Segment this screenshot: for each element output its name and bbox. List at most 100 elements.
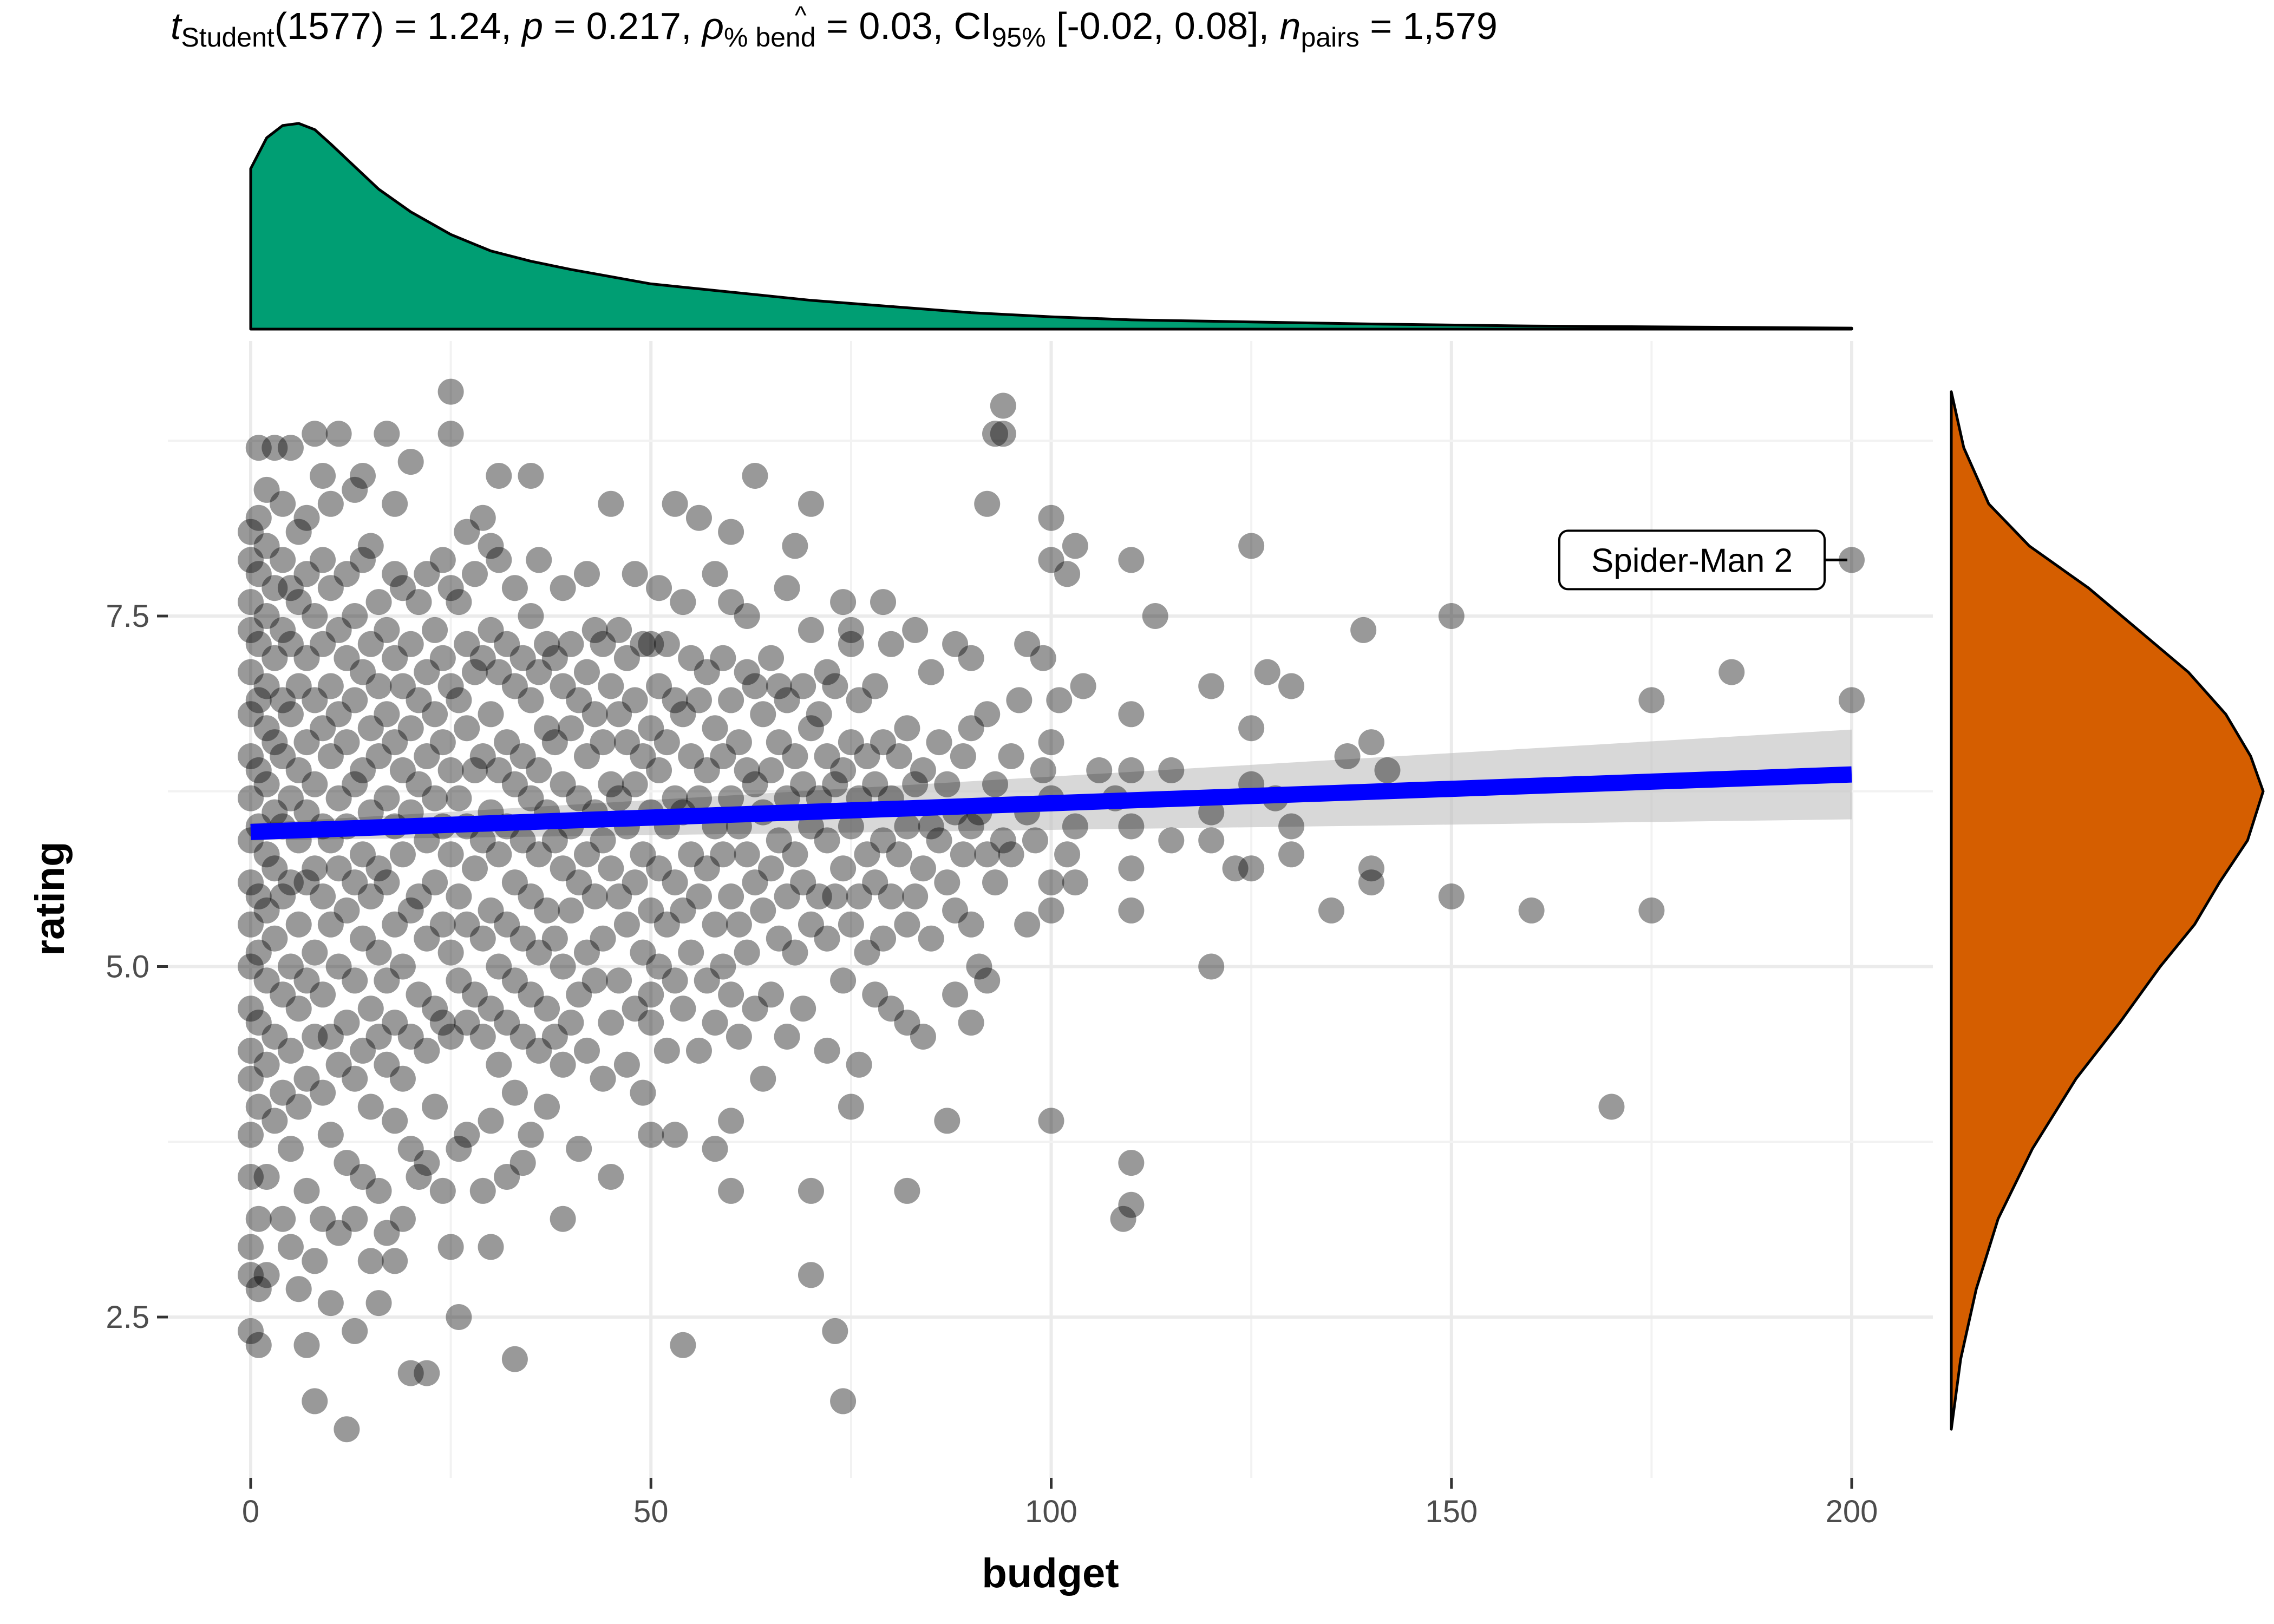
data-point: [566, 785, 592, 811]
data-point: [822, 673, 848, 699]
data-point: [414, 925, 440, 952]
data-point: [1054, 841, 1081, 868]
data-point: [862, 869, 888, 896]
data-point: [262, 925, 288, 952]
data-point: [1198, 673, 1225, 699]
data-point: [590, 729, 616, 756]
data-point: [374, 1220, 400, 1246]
data-point: [518, 687, 544, 713]
data-point: [245, 1093, 272, 1120]
data-point: [437, 421, 464, 447]
data-point: [293, 1177, 320, 1204]
data-point: [734, 841, 760, 868]
data-point: [478, 617, 504, 643]
data-point: [685, 687, 712, 713]
data-point: [541, 645, 568, 671]
data-point: [414, 1360, 440, 1386]
data-point: [742, 771, 768, 797]
data-point: [902, 883, 929, 909]
data-point: [558, 1010, 584, 1036]
data-point: [613, 645, 640, 671]
data-point: [461, 855, 488, 882]
data-point: [302, 939, 328, 966]
data-point: [573, 659, 600, 685]
data-point: [854, 939, 880, 966]
data-point: [342, 687, 368, 713]
data-point: [349, 925, 376, 952]
data-point: [270, 547, 296, 573]
data-point: [606, 785, 632, 811]
data-point: [422, 785, 448, 811]
data-point: [478, 897, 504, 924]
data-point: [878, 631, 904, 657]
data-point: [662, 490, 688, 517]
data-point: [285, 911, 312, 938]
data-point: [534, 1093, 560, 1120]
data-point: [293, 799, 320, 826]
data-point: [349, 463, 376, 489]
data-point: [1839, 687, 1865, 713]
data-point: [245, 939, 272, 966]
data-point: [253, 533, 280, 559]
data-point: [325, 1220, 352, 1246]
data-point: [526, 1037, 552, 1064]
data-point: [365, 855, 392, 882]
data-point: [894, 1177, 920, 1204]
data-point: [694, 757, 720, 783]
data-point: [654, 729, 680, 756]
data-point: [382, 911, 408, 938]
data-point: [638, 631, 664, 657]
data-point: [374, 421, 400, 447]
data-point: [573, 561, 600, 587]
data-point: [277, 869, 304, 896]
data-point: [830, 967, 857, 994]
data-point: [782, 939, 808, 966]
data-point: [598, 1010, 624, 1036]
data-point: [509, 827, 536, 854]
data-point: [253, 1262, 280, 1288]
data-point: [1374, 757, 1401, 783]
data-point: [245, 1206, 272, 1232]
data-point: [461, 981, 488, 1008]
data-point: [774, 575, 800, 601]
data-point: [1038, 1108, 1064, 1134]
data-point: [710, 953, 736, 980]
data-point: [670, 897, 696, 924]
data-point: [389, 1065, 416, 1092]
data-point: [469, 645, 496, 671]
data-point: [1038, 505, 1064, 531]
data-point: [238, 547, 264, 573]
data-point: [958, 715, 984, 742]
data-point: [750, 897, 776, 924]
data-point: [397, 1136, 424, 1162]
data-point: [325, 1051, 352, 1078]
data-point: [397, 715, 424, 742]
data-point: [302, 855, 328, 882]
y-density-curve: [1950, 390, 2265, 1431]
data-point: [310, 631, 336, 657]
data-point: [478, 533, 504, 559]
data-point: [270, 687, 296, 713]
data-point: [238, 911, 264, 938]
data-point: [461, 757, 488, 783]
data-point: [262, 1024, 288, 1050]
data-point: [1278, 813, 1305, 840]
data-point: [429, 729, 456, 756]
data-point: [798, 617, 824, 643]
data-point: [365, 589, 392, 615]
data-point: [446, 687, 472, 713]
data-point: [334, 729, 360, 756]
data-point: [662, 785, 688, 811]
data-point: [685, 1037, 712, 1064]
data-point: [277, 1136, 304, 1162]
data-point: [382, 490, 408, 517]
data-point: [573, 743, 600, 769]
data-point: [1062, 813, 1088, 840]
data-point: [357, 631, 384, 657]
data-point: [886, 743, 912, 769]
data-point: [365, 939, 392, 966]
data-point: [798, 1262, 824, 1288]
data-point: [422, 1093, 448, 1120]
data-point: [718, 519, 744, 545]
data-point: [622, 869, 648, 896]
